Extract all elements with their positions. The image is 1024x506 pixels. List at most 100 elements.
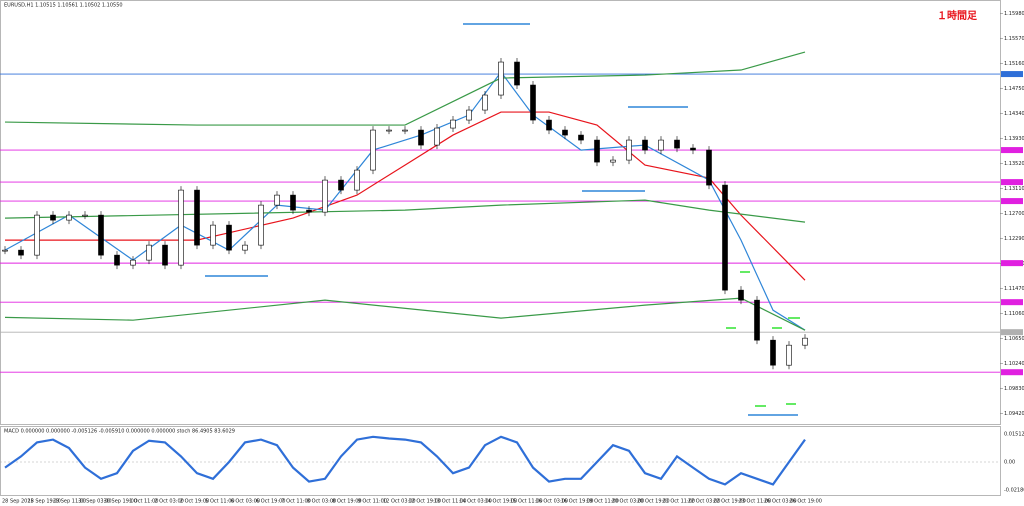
candle — [594, 139, 600, 163]
candle — [210, 224, 216, 246]
candle — [658, 139, 664, 151]
y-tick-label: 1.13110 — [1004, 186, 1024, 192]
y-tick-label: 1.11470 — [1004, 286, 1024, 292]
x-tick-label: 7 Oct 11:00 — [281, 499, 310, 505]
x-tick-label: 29 Sep 11:00 — [53, 499, 86, 505]
candle — [530, 84, 536, 121]
x-tick-label: 15 Oct 11:00 — [510, 499, 543, 505]
candle — [722, 184, 728, 291]
candle — [626, 139, 632, 161]
candle — [402, 129, 408, 132]
candle — [546, 119, 552, 131]
candle — [162, 244, 168, 266]
level-tag — [1001, 369, 1023, 376]
indicator-axis-label: 0.00 — [1004, 460, 1015, 466]
x-tick-label: 16 Oct 03:00 — [535, 499, 568, 505]
candle — [242, 244, 248, 251]
candle — [34, 214, 40, 256]
candle — [194, 189, 200, 246]
level-tag — [1001, 329, 1023, 336]
candle — [306, 209, 312, 213]
x-tick-label: 14 Oct 03:00 — [459, 499, 492, 505]
x-tick-label: 16 Oct 19:00 — [561, 499, 594, 505]
candle — [2, 249, 8, 252]
candle — [130, 259, 136, 266]
candle — [466, 109, 472, 121]
candle — [226, 224, 232, 251]
candle — [338, 179, 344, 191]
indicator-title: MACD 0.000000 0.000000 -0.005126 -0.0059… — [4, 429, 235, 435]
x-tick-label: 13 Oct 11:00 — [434, 499, 467, 505]
y-tick-label: 1.09420 — [1004, 411, 1024, 417]
x-tick-label: 28 Sep 2015 — [2, 499, 34, 505]
candle — [578, 134, 584, 141]
candle — [98, 214, 104, 256]
x-tick-label: 8 Oct 03:00 — [307, 499, 336, 505]
candle — [738, 289, 744, 301]
candle — [786, 344, 792, 366]
x-tick-label: 9 Oct 11:00 — [358, 499, 387, 505]
candle — [562, 129, 568, 136]
y-tick-label: 1.13520 — [1004, 161, 1024, 167]
candle — [498, 61, 504, 96]
candle — [706, 149, 712, 186]
candle — [50, 214, 56, 221]
y-tick-label: 1.10240 — [1004, 361, 1024, 367]
x-tick-label: 28 Sep 19:00 — [27, 499, 60, 505]
x-tick-label: 20 Oct 03:00 — [612, 499, 645, 505]
candle — [434, 127, 440, 146]
x-tick-label: 26 Oct 03:00 — [764, 499, 797, 505]
candle — [290, 194, 296, 211]
candle — [514, 61, 520, 86]
x-tick-label: 19 Oct 11:00 — [586, 499, 619, 505]
candle — [354, 169, 360, 191]
x-tick-label: 22 Oct 03:00 — [688, 499, 721, 505]
x-tick-label: 30 Sep 19:00 — [104, 499, 137, 505]
x-tick-label: 5 Oct 11:00 — [205, 499, 234, 505]
x-tick-label: 1 Oct 11:00 — [129, 499, 158, 505]
x-tick-label: 2 Oct 03:00 — [154, 499, 183, 505]
chart-title: EURUSD,H1 1.10515 1.10561 1.10502 1.1055… — [4, 3, 123, 9]
level-tag — [1001, 147, 1023, 154]
candle — [610, 159, 616, 163]
x-tick-label: 6 Oct 19:00 — [256, 499, 285, 505]
indicator-axis-label: -0.021808 — [1004, 488, 1024, 494]
x-tick-label: 22 Oct 19:00 — [713, 499, 746, 505]
indicator-axis-label: 0.015126 — [1004, 432, 1024, 438]
timeframe-label: １時間足 — [937, 9, 978, 22]
y-tick-label: 1.15570 — [1004, 36, 1024, 42]
candle — [450, 119, 456, 129]
candle — [146, 244, 152, 261]
candle — [178, 189, 184, 266]
candle — [674, 139, 680, 149]
x-tick-label: 20 Oct 19:00 — [637, 499, 670, 505]
stochastic-line — [4, 435, 806, 486]
y-tick-label: 1.14750 — [1004, 86, 1024, 92]
candle — [418, 129, 424, 146]
x-tick-label: 8 Oct 19:00 — [332, 499, 361, 505]
candle — [274, 194, 280, 206]
moving-average — [4, 71, 806, 331]
x-tick-label: 23 Oct 11:00 — [739, 499, 772, 505]
x-tick-label: 2 Oct 19:00 — [180, 499, 209, 505]
candle — [642, 139, 648, 151]
x-tick-label: 26 Oct 19:00 — [789, 499, 822, 505]
y-tick-label: 1.12700 — [1004, 211, 1024, 217]
candle — [82, 214, 88, 217]
candle — [66, 214, 72, 221]
x-tick-label: 14 Oct 19:00 — [485, 499, 518, 505]
y-tick-label: 1.10650 — [1004, 336, 1024, 342]
candle — [322, 179, 328, 213]
swing-marks — [726, 271, 800, 407]
y-tick-label: 1.13930 — [1004, 136, 1024, 142]
candle — [114, 254, 120, 266]
x-tick-label: 30 Sep 03:00 — [78, 499, 111, 505]
level-tag — [1001, 71, 1023, 78]
x-tick-label: 21 Oct 11:00 — [662, 499, 695, 505]
candle — [754, 299, 760, 341]
candle — [802, 337, 808, 346]
x-tick-label: 12 Oct 03:00 — [383, 499, 416, 505]
x-tick-label: 6 Oct 03:00 — [231, 499, 260, 505]
